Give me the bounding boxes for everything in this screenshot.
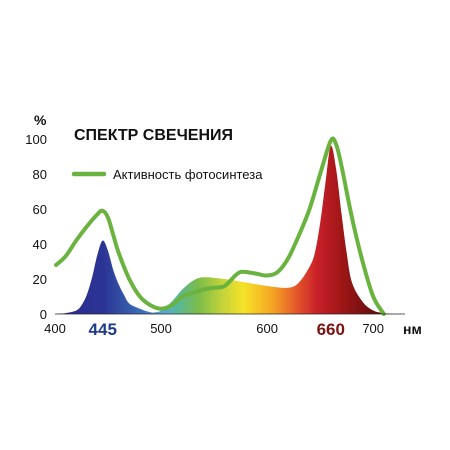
spectrum-area (55, 145, 405, 315)
peak-label: 445 (89, 320, 117, 339)
y-tick-label: 0 (40, 307, 47, 322)
y-axis-ticks: 0 20 40 60 80 100 (25, 132, 47, 322)
peak-labels: 445 660 (89, 320, 345, 339)
photosynthesis-line (54, 136, 386, 316)
y-tick-label: 60 (33, 202, 47, 217)
peak-label: 660 (317, 320, 345, 339)
y-tick-label: 40 (33, 237, 47, 252)
y-axis-unit: % (34, 112, 47, 128)
y-tick-label: 100 (25, 132, 47, 147)
x-tick-label: 400 (44, 321, 66, 336)
x-tick-label: 600 (256, 321, 278, 336)
x-tick-label: 700 (362, 321, 384, 336)
y-tick-label: 20 (33, 272, 47, 287)
x-axis-unit: нм (403, 321, 422, 337)
x-axis-ticks: 400 500 600 700 (44, 321, 384, 336)
legend-label-photosynthesis: Активность фотосинтеза (113, 167, 263, 182)
chart-title: СПЕКТР СВЕЧЕНИЯ (74, 127, 233, 144)
x-tick-label: 500 (150, 321, 172, 336)
y-tick-label: 80 (33, 167, 47, 182)
